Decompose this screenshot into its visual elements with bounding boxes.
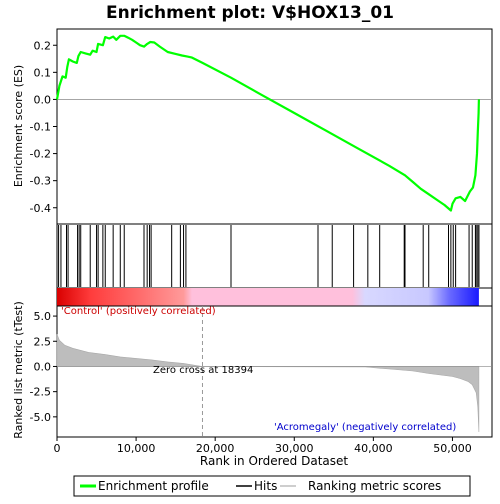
enrichment-y-tick-label: -0.1: [30, 121, 51, 134]
x-tick-label: 40,000: [354, 442, 393, 455]
enrichment-y-tick-label: -0.3: [30, 175, 51, 188]
x-tick-label: 30,000: [275, 442, 314, 455]
metric-y-tick-label: 2.5: [34, 335, 52, 348]
x-tick-label: 50,000: [433, 442, 472, 455]
chart-title: Enrichment plot: V$HOX13_01: [106, 3, 394, 23]
metric-y-tick-label: 0.0: [34, 360, 52, 373]
metric-y-tick-label: 5.0: [34, 310, 52, 323]
enrichment-y-axis-label: Enrichment score (ES): [12, 65, 25, 187]
color-bar-gradient: [57, 288, 479, 306]
enrichment-profile-layer: [55, 34, 480, 212]
hits-area: [56, 223, 493, 289]
x-tick-label: 0: [54, 442, 61, 455]
legend-hits-label: Hits: [254, 479, 277, 493]
enrichment-y-tick-label: 0.0: [34, 93, 52, 106]
negative-correlation-label: 'Acromegaly' (negatively correlated): [274, 422, 456, 433]
enrichment-y-tick-label: 0.2: [34, 39, 52, 52]
x-axis: 0 10,000 20,000 30,000 40,000 50,000: [54, 437, 472, 455]
metric-y-tick-label: -2.5: [30, 386, 51, 399]
x-tick-label: 10,000: [117, 442, 156, 455]
legend: Enrichment profile Hits Ranking metric s…: [73, 475, 471, 497]
enrichment-panel: 0.2 0.1 0.0 -0.1 -0.2 -0.3 -0.4 Enrichment sco…: [12, 28, 493, 225]
hit-marks-layer: [58, 225, 480, 287]
enrichment-y-tick-label: -0.4: [30, 202, 51, 215]
ranking-metric-area: [56, 334, 480, 433]
enrichment-y-tick-label: -0.2: [30, 148, 51, 161]
metric-y-axis: 5.0 2.5 0.0 -2.5 -5.0: [30, 310, 57, 424]
legend-enrichment-label: Enrichment profile: [98, 479, 209, 493]
hits-panel: [56, 223, 493, 289]
legend-frame: [73, 475, 471, 497]
metric-y-axis-label: Ranked list metric (tTest): [12, 301, 25, 438]
enrichment-y-tick-label: 0.1: [34, 66, 52, 79]
x-tick-label: 20,000: [196, 442, 235, 455]
enrichment-profile-line: [55, 34, 480, 212]
legend-metric-label: Ranking metric scores: [308, 479, 441, 493]
metric-area-layer: [56, 334, 480, 433]
enrichment-y-axis: 0.2 0.1 0.0 -0.1 -0.2 -0.3 -0.4: [30, 39, 57, 215]
x-axis-label: Rank in Ordered Dataset: [200, 454, 348, 468]
metric-y-tick-label: -5.0: [30, 411, 51, 424]
positive-correlation-label: 'Control' (positively correlated): [61, 306, 216, 317]
zero-cross-label: Zero cross at 18394: [153, 365, 253, 376]
rank-color-bar: [56, 287, 493, 307]
enrichment-plot-area: [56, 28, 493, 225]
metric-panel: 5.0 2.5 0.0 -2.5 -5.0 0 10,000 20,000 30,000 40,…: [12, 301, 493, 468]
